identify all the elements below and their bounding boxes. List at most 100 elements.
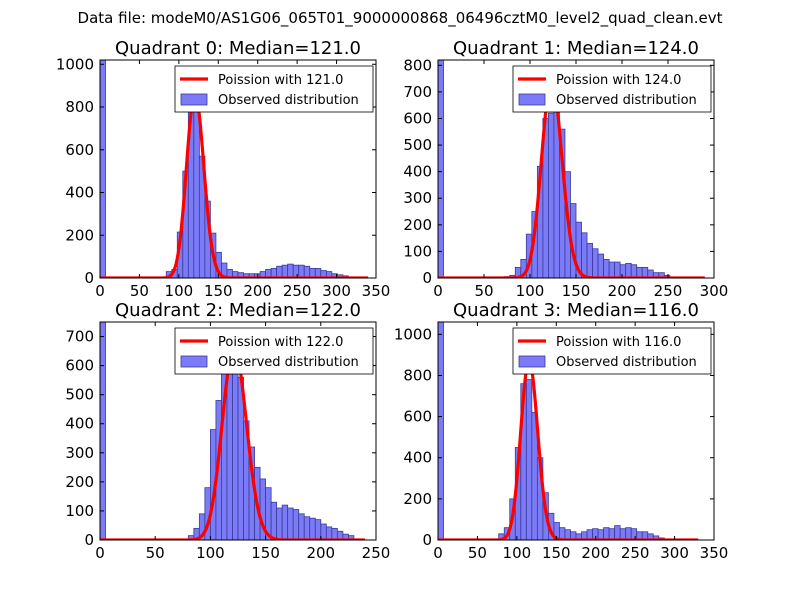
x-tick-label: 200	[581, 544, 610, 562]
histogram-bar	[586, 243, 593, 278]
axes-frame	[437, 321, 715, 541]
legend-label-poisson: Poission with 116.0	[556, 335, 681, 350]
y-tick-label: 400	[65, 184, 94, 202]
histogram-bar	[608, 528, 616, 540]
x-tick-label: 0	[95, 282, 105, 300]
x-tick-label: 50	[468, 544, 487, 562]
y-tick-label: 1000	[394, 325, 432, 343]
subplot-title: Quadrant 0: Median=121.0	[115, 38, 361, 59]
histogram-bar	[320, 523, 327, 540]
legend-label-observed: Observed distribution	[218, 355, 359, 370]
x-tick-label: 50	[146, 544, 165, 562]
x-tick-label: 50	[474, 282, 493, 300]
histogram-bar	[281, 264, 289, 278]
x-tick-label: 150	[204, 282, 233, 300]
poisson-curve	[438, 79, 706, 278]
y-tick-label: 300	[65, 444, 94, 462]
x-tick-label: 250	[362, 544, 391, 562]
x-tick-label: 250	[621, 544, 650, 562]
histogram-bar	[630, 528, 638, 540]
legend-box	[174, 65, 374, 113]
histogram-bar	[292, 264, 300, 278]
histogram-bar	[281, 504, 289, 540]
histogram-bar	[303, 516, 311, 540]
legend-bar-swatch	[180, 93, 208, 106]
panel-quadrant-3: 0 50 100 150 200 250 300 350 0 200 400 600 800 1000 Qu…	[394, 300, 729, 562]
panel-quadrant-0: 0 50 100 150 200 250 300 350 0 200 400 600 800 1000 Qu…	[56, 38, 391, 300]
y-tick-label: 600	[65, 357, 94, 375]
histogram-bar	[226, 362, 233, 540]
y-tick-label: 0	[422, 531, 432, 549]
y-tick-label: 600	[403, 408, 432, 426]
legend: Poission with 116.0 Observed distribution	[512, 327, 712, 375]
poisson-curve	[100, 92, 369, 278]
histogram-bar	[287, 507, 294, 540]
y-tick-label: 700	[403, 83, 432, 101]
y-tick-label: 200	[403, 490, 432, 508]
y-tick-label: 400	[403, 163, 432, 181]
y-tick-label: 400	[403, 449, 432, 467]
x-tick-label: 250	[654, 282, 683, 300]
histogram-bar	[608, 261, 616, 278]
histogram-bar	[276, 265, 283, 278]
subplot-title: Quadrant 1: Median=124.0	[453, 38, 699, 59]
x-tick-label: 0	[95, 544, 105, 562]
histogram-bars	[100, 322, 355, 540]
axes-frame	[99, 59, 377, 279]
legend-label-poisson: Poission with 124.0	[556, 73, 681, 88]
y-tick-label: 0	[84, 531, 94, 549]
axes-frame	[99, 321, 377, 541]
histogram-bar	[592, 248, 599, 278]
x-tick-label: 100	[516, 282, 545, 300]
y-tick-label: 600	[65, 141, 94, 159]
y-tick-label: 300	[403, 189, 432, 207]
histogram-bar	[270, 501, 278, 540]
y-tick-label: 200	[65, 226, 94, 244]
histogram-bar	[100, 322, 106, 540]
legend-bar-swatch	[180, 355, 208, 368]
legend-bar-swatch	[518, 355, 546, 368]
x-tick-label: 0	[433, 544, 443, 562]
legend-bar-swatch	[518, 93, 546, 106]
y-tick-label: 800	[403, 56, 432, 74]
x-tick-label: 150	[251, 544, 280, 562]
legend-label-observed: Observed distribution	[556, 93, 697, 108]
y-tick-label: 600	[403, 109, 432, 127]
histogram-bar	[525, 379, 533, 540]
legend-label-poisson: Poission with 121.0	[218, 73, 343, 88]
y-tick-label: 200	[403, 216, 432, 234]
legend: Poission with 122.0 Observed distribution	[174, 327, 374, 375]
x-tick-label: 100	[165, 282, 194, 300]
legend-box	[512, 327, 712, 375]
y-tick-label: 0	[422, 269, 432, 287]
histogram-bar	[614, 525, 621, 540]
legend-label-observed: Observed distribution	[556, 355, 697, 370]
x-tick-label: 300	[322, 282, 351, 300]
x-tick-label: 300	[660, 544, 689, 562]
y-tick-label: 500	[403, 136, 432, 154]
histogram-bar	[298, 513, 305, 540]
x-tick-label: 250	[283, 282, 312, 300]
histogram-bar	[614, 261, 621, 278]
figure-suptitle: Data file: modeM0/AS1G06_065T01_90000008…	[77, 9, 723, 27]
x-tick-label: 100	[503, 544, 532, 562]
histogram-bar	[619, 528, 627, 540]
poisson-curve	[438, 359, 700, 540]
y-tick-label: 400	[65, 415, 94, 433]
y-tick-label: 200	[65, 473, 94, 491]
histogram-bar	[619, 264, 627, 278]
panel-quadrant-2: 0 50 100 150 200 250 0 100 200 300 400 500 600 700 Qua…	[65, 300, 390, 562]
x-tick-label: 350	[362, 282, 391, 300]
y-tick-label: 500	[65, 386, 94, 404]
x-tick-label: 150	[542, 544, 571, 562]
histogram-bar	[438, 60, 444, 278]
legend-box	[512, 65, 712, 113]
panel-quadrant-1: 0 50 100 150 200 250 300 0 100 200 300 400 500 600 700…	[403, 38, 728, 300]
legend-label-poisson: Poission with 122.0	[218, 335, 343, 350]
y-tick-label: 700	[65, 328, 94, 346]
histogram-bar	[630, 264, 638, 278]
y-tick-label: 1000	[56, 55, 94, 73]
x-tick-label: 300	[700, 282, 729, 300]
